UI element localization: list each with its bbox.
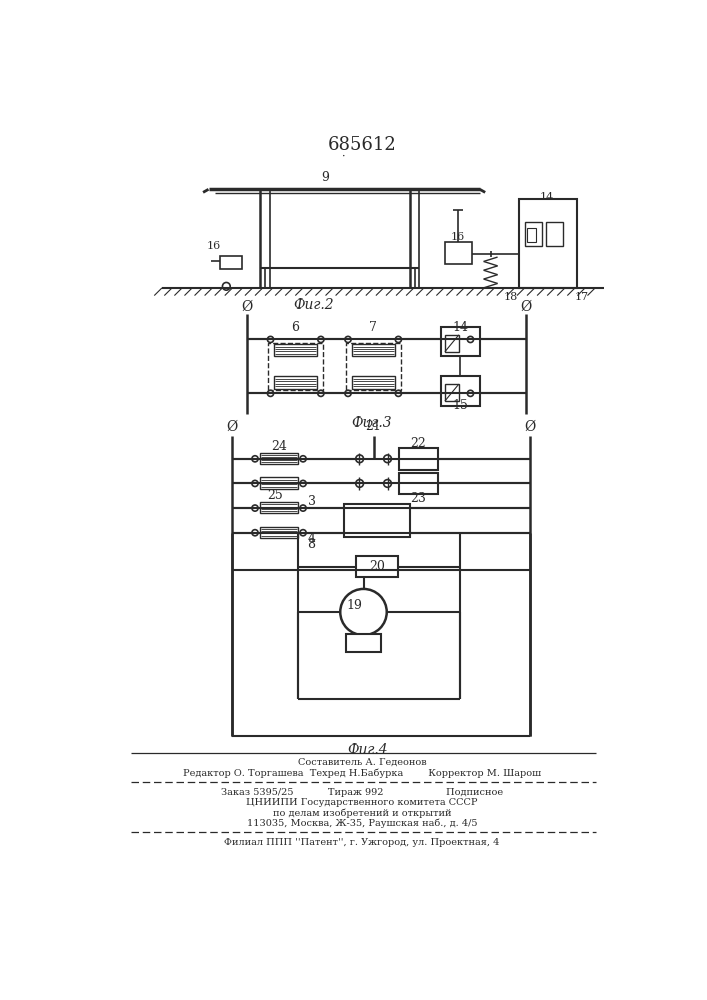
Bar: [441, 376, 480, 406]
Bar: [445, 384, 459, 401]
Bar: [356, 556, 398, 577]
Circle shape: [467, 336, 474, 343]
Bar: [352, 344, 395, 356]
Text: 20: 20: [369, 560, 385, 573]
Text: по делам изобретений и открытий: по делам изобретений и открытий: [273, 808, 451, 818]
Text: 25: 25: [267, 489, 283, 502]
Text: 9: 9: [321, 171, 329, 184]
Bar: [445, 242, 472, 264]
Bar: [346, 343, 401, 389]
Circle shape: [384, 455, 392, 463]
Bar: [274, 376, 317, 389]
Circle shape: [223, 282, 230, 290]
Circle shape: [300, 530, 306, 536]
Text: 17: 17: [575, 292, 589, 302]
Bar: [346, 634, 380, 652]
Text: Ø: Ø: [242, 299, 253, 313]
Circle shape: [300, 456, 306, 462]
Circle shape: [395, 336, 402, 343]
Circle shape: [467, 390, 474, 396]
Text: 8: 8: [308, 538, 315, 551]
Text: 113035, Москва, Ж-35, Раушская наб., д. 4/5: 113035, Москва, Ж-35, Раушская наб., д. …: [247, 818, 477, 828]
Bar: [344, 504, 410, 537]
Text: Фиг.4: Фиг.4: [347, 743, 387, 757]
Circle shape: [300, 505, 306, 511]
Text: 19: 19: [346, 599, 362, 612]
Bar: [546, 222, 563, 246]
Bar: [260, 477, 298, 489]
Bar: [525, 222, 542, 246]
Bar: [260, 527, 298, 538]
Bar: [399, 448, 438, 470]
Circle shape: [252, 530, 258, 536]
Text: 14: 14: [452, 321, 468, 334]
Circle shape: [252, 505, 258, 511]
Text: Ø: Ø: [226, 419, 238, 433]
Text: ·: ·: [342, 152, 346, 162]
Circle shape: [345, 336, 351, 343]
Circle shape: [267, 336, 274, 343]
Text: Составитель А. Гедеонов: Составитель А. Гедеонов: [298, 758, 426, 767]
Text: 18: 18: [503, 292, 518, 302]
Circle shape: [300, 480, 306, 487]
Circle shape: [345, 390, 351, 396]
Text: 16: 16: [451, 232, 465, 242]
Text: Филиал ППП ''Патент'', г. Ужгород, ул. Проектная, 4: Филиал ППП ''Патент'', г. Ужгород, ул. П…: [224, 838, 500, 847]
Text: 14: 14: [540, 192, 554, 202]
Text: Заказ 5395/25           Тираж 992                    Подписное: Заказ 5395/25 Тираж 992 Подписное: [221, 788, 503, 797]
Bar: [274, 344, 317, 356]
Bar: [352, 376, 395, 389]
Circle shape: [317, 336, 324, 343]
Circle shape: [340, 589, 387, 635]
Circle shape: [252, 480, 258, 487]
Text: Фиг.2: Фиг.2: [293, 298, 334, 312]
Bar: [220, 256, 242, 269]
Bar: [445, 335, 459, 352]
Circle shape: [317, 390, 324, 396]
Bar: [399, 473, 438, 494]
Circle shape: [384, 480, 392, 487]
Bar: [527, 228, 537, 242]
Text: 3: 3: [308, 495, 315, 508]
Bar: [518, 199, 577, 288]
Text: 21: 21: [366, 420, 382, 433]
Bar: [260, 502, 298, 513]
Text: 16: 16: [207, 241, 221, 251]
Text: 22: 22: [411, 437, 426, 450]
Bar: [260, 453, 298, 464]
Bar: [268, 343, 323, 389]
Text: 15: 15: [452, 399, 468, 412]
Text: 685612: 685612: [327, 136, 397, 154]
Text: 6: 6: [291, 321, 299, 334]
Circle shape: [395, 390, 402, 396]
Text: 24: 24: [271, 440, 287, 453]
Circle shape: [356, 480, 363, 487]
Circle shape: [252, 456, 258, 462]
Text: ЦНИИПИ Государственного комитета СССР: ЦНИИПИ Государственного комитета СССР: [246, 798, 478, 807]
Circle shape: [356, 455, 363, 463]
Text: Фиг.3: Фиг.3: [351, 416, 392, 430]
Text: 7: 7: [369, 321, 377, 334]
Text: 23: 23: [411, 492, 426, 505]
Circle shape: [267, 390, 274, 396]
Text: Редактор О. Торгашева  Техред Н.Бабурка        Корректор М. Шарош: Редактор О. Торгашева Техред Н.Бабурка К…: [183, 768, 541, 778]
Text: 4: 4: [308, 532, 315, 545]
Text: Ø: Ø: [525, 419, 536, 433]
Bar: [441, 327, 480, 356]
Text: Ø: Ø: [520, 299, 532, 313]
